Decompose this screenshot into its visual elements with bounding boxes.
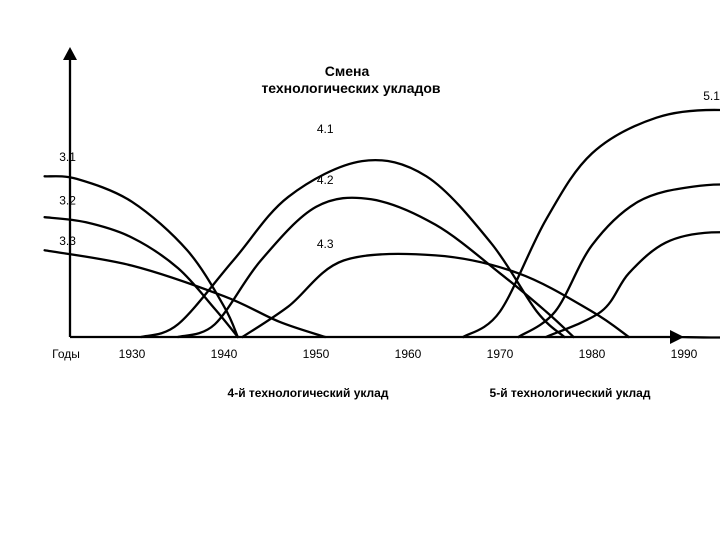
curve-5-2	[517, 183, 720, 339]
curve-6-1	[673, 335, 720, 339]
curve-5-1	[462, 108, 720, 339]
chart-title-line2: технологических укладов	[261, 80, 440, 96]
era-label-5: 5-й технологический уклад	[490, 386, 651, 400]
curve-label-3-2: 3.2	[59, 193, 76, 207]
curve-3-2	[43, 216, 239, 339]
x-axis-label: Годы	[52, 347, 80, 361]
y-axis-arrowhead	[63, 47, 77, 60]
curve-label-4-2: 4.2	[317, 173, 334, 187]
curve-labels: 3.13.23.34.14.24.35.15.25.36.1	[59, 89, 720, 251]
x-tick-labels: 19301940195019601970198019902000	[119, 347, 698, 361]
curve-label-3-1: 3.1	[59, 150, 76, 164]
curve-3-1	[43, 175, 239, 339]
curve-4-2	[176, 196, 575, 339]
x-tick-label-1960: 1960	[395, 347, 422, 361]
x-tick-label-1980: 1980	[579, 347, 606, 361]
curve-label-3-3: 3.3	[59, 234, 76, 248]
curve-4-1	[140, 158, 566, 339]
curve-3-3	[43, 249, 327, 339]
curve-4-3	[241, 252, 630, 339]
curve-label-4-1: 4.1	[317, 122, 334, 136]
x-tick-label-1950: 1950	[303, 347, 330, 361]
x-tick-label-1930: 1930	[119, 347, 146, 361]
era-label-4: 4-й технологический уклад	[228, 386, 389, 400]
curve-label-4-3: 4.3	[317, 237, 334, 251]
curve-5-3	[544, 231, 720, 339]
x-tick-label-1970: 1970	[487, 347, 514, 361]
x-tick-label-1940: 1940	[211, 347, 238, 361]
curves-layer	[43, 108, 720, 339]
curve-label-5-1: 5.1	[703, 89, 720, 103]
chart-title-line1: Смена	[325, 63, 370, 79]
x-tick-label-1990: 1990	[671, 347, 698, 361]
